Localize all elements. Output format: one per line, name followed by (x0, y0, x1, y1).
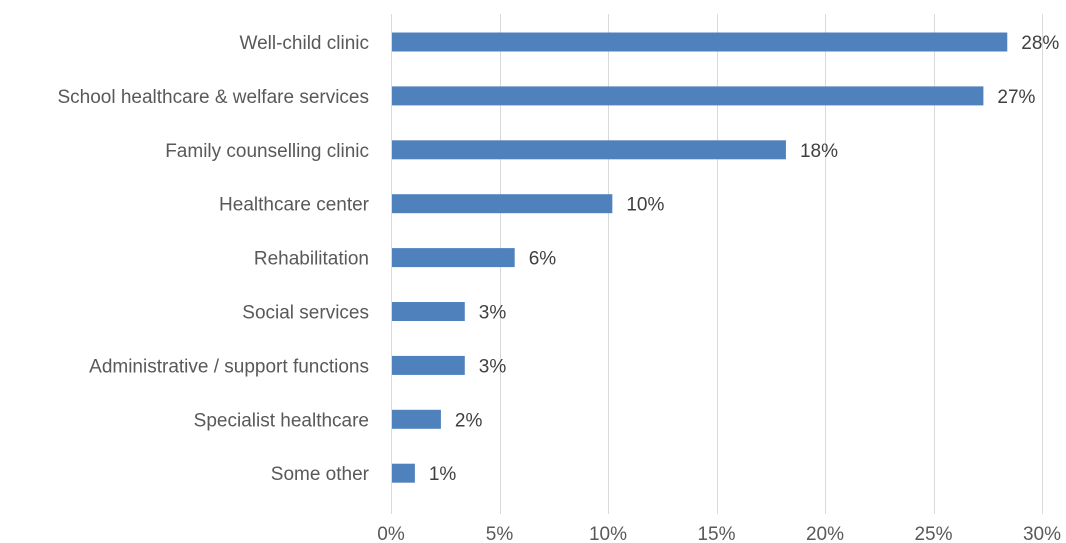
category-label-5: Social services (242, 303, 369, 324)
bar-5 (392, 302, 465, 321)
x-tick-label-0: 0% (377, 524, 405, 543)
category-labels: Well-child clinic School healthcare & wel… (57, 33, 369, 485)
x-tick-label-4: 20% (806, 524, 844, 543)
category-label-3: Healthcare center (219, 195, 370, 216)
data-label-7: 2% (455, 410, 483, 431)
data-label-4: 6% (529, 249, 557, 270)
data-label-1: 27% (997, 87, 1035, 108)
bar-1 (392, 86, 984, 106)
bar-3 (392, 194, 613, 214)
data-label-3: 10% (626, 195, 664, 216)
category-label-6: Administrative / support functions (89, 356, 369, 377)
x-tick-label-2: 10% (589, 524, 627, 543)
category-label-4: Rehabilitation (254, 249, 369, 270)
x-tick-label-1: 5% (486, 524, 514, 543)
data-label-5: 3% (479, 303, 507, 324)
category-label-0: Well-child clinic (239, 33, 369, 54)
bars (392, 32, 1008, 483)
bar-2 (392, 140, 786, 160)
x-tick-label-6: 30% (1023, 524, 1061, 543)
category-label-1: School healthcare & welfare services (57, 87, 369, 108)
bar-0 (392, 32, 1008, 52)
bar-4 (392, 248, 515, 268)
category-label-2: Family counselling clinic (165, 141, 369, 162)
x-tick-label-5: 25% (914, 524, 952, 543)
bar-8 (392, 463, 415, 483)
data-labels: 28% 27% 18% 10% 6% 3% 3% 2% 1% (429, 33, 1060, 485)
data-label-6: 3% (479, 356, 507, 377)
bar-7 (392, 409, 441, 429)
data-label-0: 28% (1021, 33, 1059, 54)
x-axis-tick-labels: 0% 5% 10% 15% 20% 25% 30% (377, 524, 1061, 543)
category-label-7: Specialist healthcare (194, 410, 369, 431)
category-label-8: Some other (271, 464, 370, 485)
data-label-2: 18% (800, 141, 838, 162)
bar-6 (392, 355, 465, 375)
data-label-8: 1% (429, 464, 457, 485)
x-tick-label-3: 15% (697, 524, 735, 543)
